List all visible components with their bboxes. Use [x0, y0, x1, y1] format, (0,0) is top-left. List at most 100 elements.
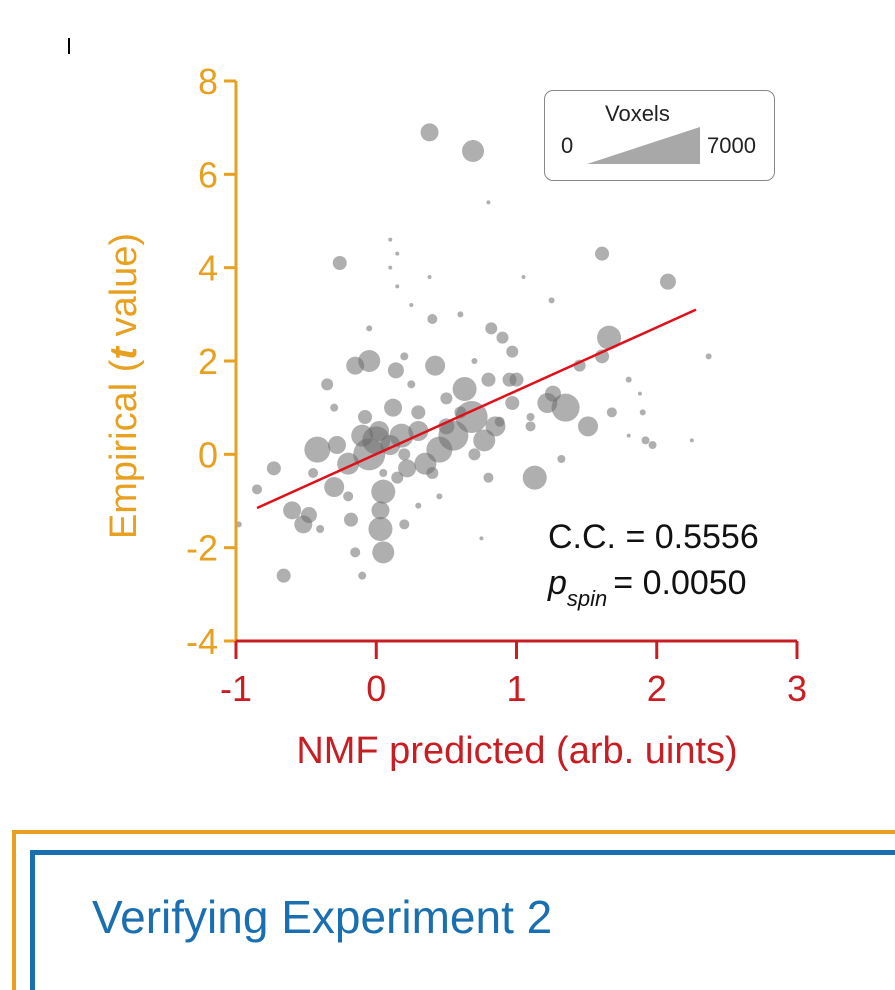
section-heading: Verifying Experiment 2 — [92, 891, 553, 943]
data-point — [452, 377, 477, 401]
data-point — [371, 501, 390, 520]
x-tick-label: -1 — [220, 668, 252, 709]
data-point — [648, 441, 657, 449]
inner-frame — [30, 850, 895, 990]
data-point — [426, 467, 439, 479]
data-point — [332, 256, 347, 270]
size-legend-max: 7000 — [707, 133, 756, 158]
data-point — [343, 491, 354, 502]
y-tick-label: 4 — [198, 248, 218, 289]
data-point — [606, 407, 617, 418]
data-point — [400, 352, 409, 361]
y-tick-label: -2 — [186, 528, 218, 569]
data-point — [705, 353, 712, 360]
data-point — [597, 325, 622, 350]
data-point — [379, 469, 388, 477]
data-point — [689, 438, 694, 443]
data-point — [321, 378, 334, 391]
data-point — [388, 265, 393, 270]
y-axis-label: Empirical (t value) — [103, 233, 145, 539]
data-point — [544, 385, 561, 402]
data-point — [324, 477, 345, 497]
data-point — [496, 331, 509, 344]
data-point — [659, 273, 676, 290]
data-point — [494, 416, 505, 427]
data-point — [407, 380, 416, 389]
data-point — [391, 471, 404, 484]
data-point — [395, 251, 400, 256]
data-point — [473, 429, 496, 452]
data-point — [398, 459, 417, 478]
fit-line — [256, 308, 697, 510]
data-point — [387, 362, 404, 379]
data-point — [509, 372, 524, 387]
points-layer — [235, 123, 712, 583]
data-point — [344, 512, 359, 527]
data-point — [266, 461, 281, 476]
data-point — [522, 465, 547, 490]
data-point — [637, 391, 642, 396]
data-point — [351, 424, 374, 447]
y-tick-label: 6 — [198, 154, 218, 195]
data-point — [557, 455, 566, 463]
data-point — [358, 410, 373, 424]
data-point — [371, 479, 396, 504]
data-point — [471, 358, 478, 364]
size-legend: Voxels 0 7000 — [544, 90, 775, 181]
data-point — [358, 350, 381, 372]
data-point — [316, 525, 325, 533]
data-point — [486, 200, 491, 205]
data-point — [440, 392, 453, 405]
corner-mark — [68, 38, 70, 54]
outer-frame — [12, 830, 895, 990]
data-point — [425, 355, 446, 376]
data-point — [411, 405, 426, 420]
data-point — [481, 372, 496, 387]
data-point — [505, 396, 520, 410]
data-point — [436, 493, 443, 500]
data-point — [350, 547, 361, 558]
data-point — [366, 325, 373, 332]
x-tick-label: 3 — [787, 668, 807, 709]
data-point — [368, 517, 393, 541]
data-point — [506, 345, 519, 358]
x-tick-label: 2 — [647, 668, 667, 709]
data-point — [595, 246, 610, 261]
data-point — [548, 297, 555, 304]
data-point — [457, 311, 464, 318]
data-point — [479, 536, 484, 541]
data-point — [388, 237, 393, 242]
data-point — [427, 314, 438, 324]
data-point — [372, 541, 395, 564]
data-point — [252, 484, 263, 495]
data-point — [294, 515, 313, 534]
p-stat: pspin = 0.0050 — [548, 564, 747, 611]
data-point — [420, 123, 439, 142]
axes-layer: -4 -2 0 2 4 6 8 -1 0 1 2 3 — [186, 61, 807, 709]
y-axis-label-prefix: Empirical ( — [103, 359, 145, 539]
cc-stat: C.C. = 0.5556 — [548, 518, 759, 556]
data-point — [625, 376, 632, 383]
data-point — [578, 416, 599, 437]
size-legend-min: 0 — [561, 133, 574, 158]
data-point — [398, 448, 411, 461]
y-tick-label: 8 — [198, 61, 218, 102]
y-axis-label-italic: t — [103, 346, 145, 360]
data-point — [308, 468, 319, 478]
data-point — [462, 140, 485, 162]
data-point — [369, 421, 390, 441]
data-point — [399, 519, 410, 530]
data-point — [384, 398, 403, 417]
y-tick-label: 0 — [198, 434, 218, 475]
p-symbol: p — [548, 564, 567, 602]
data-point — [358, 571, 367, 580]
y-tick-label: 2 — [198, 341, 218, 382]
data-point — [626, 433, 631, 438]
data-point — [438, 418, 455, 435]
data-point — [327, 436, 346, 454]
data-point — [283, 501, 302, 520]
y-tick-label: -4 — [186, 621, 218, 662]
data-point — [641, 436, 650, 445]
scatter-chart: -4 -2 0 2 4 6 8 -1 0 1 2 3 NMF predicted (arb. uint… — [103, 61, 807, 772]
data-point — [395, 284, 400, 289]
